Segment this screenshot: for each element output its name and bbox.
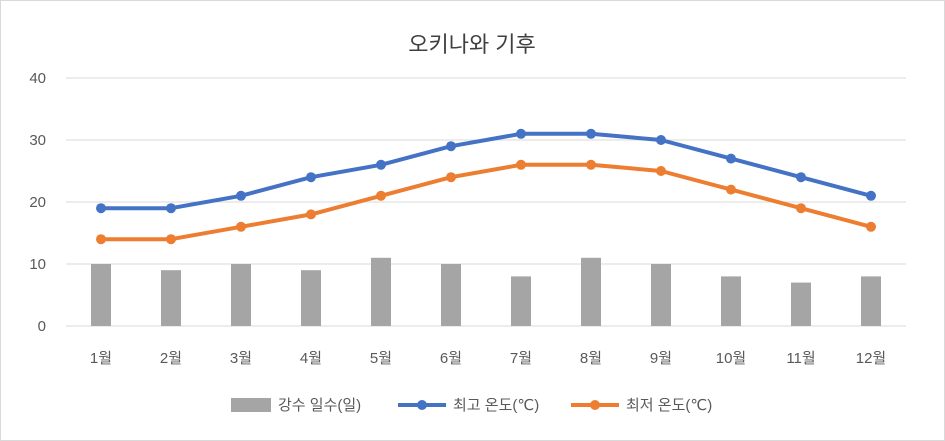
bar-3: [231, 264, 251, 326]
series-line-1: [99, 131, 873, 211]
x-tick-label: 11월: [786, 350, 815, 367]
point-1-9: [656, 135, 666, 145]
bar-2: [161, 270, 181, 326]
line-series: [96, 128, 876, 245]
point-1-3: [236, 190, 246, 201]
x-tick-label: 7월: [510, 350, 532, 367]
series-line-2: [99, 162, 873, 242]
x-tick-label: 10월: [716, 350, 747, 367]
point-2-5: [376, 190, 386, 201]
point-1-10: [726, 153, 736, 164]
y-tick-label: 40: [29, 70, 46, 87]
x-tick-label: 12월: [856, 350, 887, 367]
legend-label-1: 최고 온도(℃): [453, 397, 539, 414]
point-2-1: [96, 234, 106, 245]
bar-10: [721, 276, 741, 326]
point-1-8: [586, 128, 596, 139]
point-2-7: [516, 159, 526, 170]
point-1-5: [376, 159, 386, 170]
point-2-2: [166, 234, 176, 245]
y-tick-label: 10: [29, 256, 46, 273]
point-2-10: [726, 184, 736, 195]
bar-1: [91, 264, 111, 326]
point-2-3: [236, 221, 246, 232]
x-tick-label: 1월: [90, 350, 112, 367]
y-tick-label: 30: [29, 132, 46, 149]
legend-marker-1: [417, 400, 427, 410]
point-1-2: [166, 203, 176, 214]
legend: 강수 일수(일) 최고 온도(℃) 최저 온도(℃): [231, 397, 712, 414]
point-1-4: [306, 172, 316, 183]
x-tick-label: 4월: [300, 350, 322, 367]
x-tick-label: 3월: [230, 350, 252, 367]
point-2-11: [796, 203, 806, 214]
bar-series: [91, 257, 881, 326]
x-axis: 1월 2월 3월 4월 5월 6월 7월 8월 9월 10월 11월 12월: [90, 350, 886, 367]
y-axis: 0 10 20 30 40: [29, 70, 46, 335]
legend-marker-2: [590, 400, 600, 410]
point-1-7: [516, 128, 526, 139]
point-1-1: [96, 203, 106, 214]
bar-12: [861, 276, 881, 326]
bar-5: [371, 257, 391, 326]
y-tick-label: 0: [38, 318, 46, 335]
chart-title: 오키나와 기후: [408, 32, 536, 57]
point-2-6: [446, 172, 456, 183]
point-2-9: [656, 166, 666, 176]
bar-8: [581, 257, 601, 326]
y-tick-label: 20: [29, 194, 46, 211]
bar-9: [651, 264, 671, 326]
legend-label-0: 강수 일수(일): [278, 397, 361, 414]
x-tick-label: 6월: [440, 350, 462, 367]
point-1-11: [796, 172, 806, 183]
point-1-6: [446, 141, 456, 152]
legend-swatch-bar: [231, 398, 271, 412]
point-2-12: [866, 221, 876, 232]
x-tick-label: 8월: [580, 350, 602, 367]
legend-label-2: 최저 온도(℃): [626, 397, 712, 414]
x-tick-label: 9월: [650, 350, 672, 367]
point-2-4: [306, 209, 316, 220]
bar-7: [511, 276, 531, 326]
point-2-8: [586, 159, 596, 170]
x-tick-label: 2월: [160, 350, 182, 367]
bar-6: [441, 264, 461, 326]
x-tick-label: 5월: [370, 350, 392, 367]
bar-4: [301, 270, 321, 326]
point-1-12: [866, 190, 876, 201]
bar-11: [791, 282, 811, 326]
